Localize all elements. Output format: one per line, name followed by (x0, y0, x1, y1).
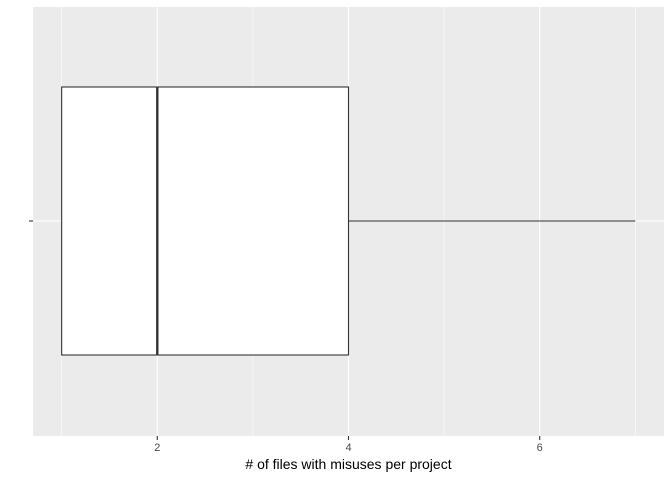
x-tick-label: 2 (154, 442, 160, 454)
boxes (61, 86, 350, 356)
axis-ticks: 2 4 6 (29, 220, 543, 454)
box-iqr (61, 86, 350, 356)
x-tick-label: 4 (345, 442, 351, 454)
x-tick-label: 6 (537, 442, 543, 454)
x-axis-title: # of files with misuses per project (245, 456, 451, 472)
